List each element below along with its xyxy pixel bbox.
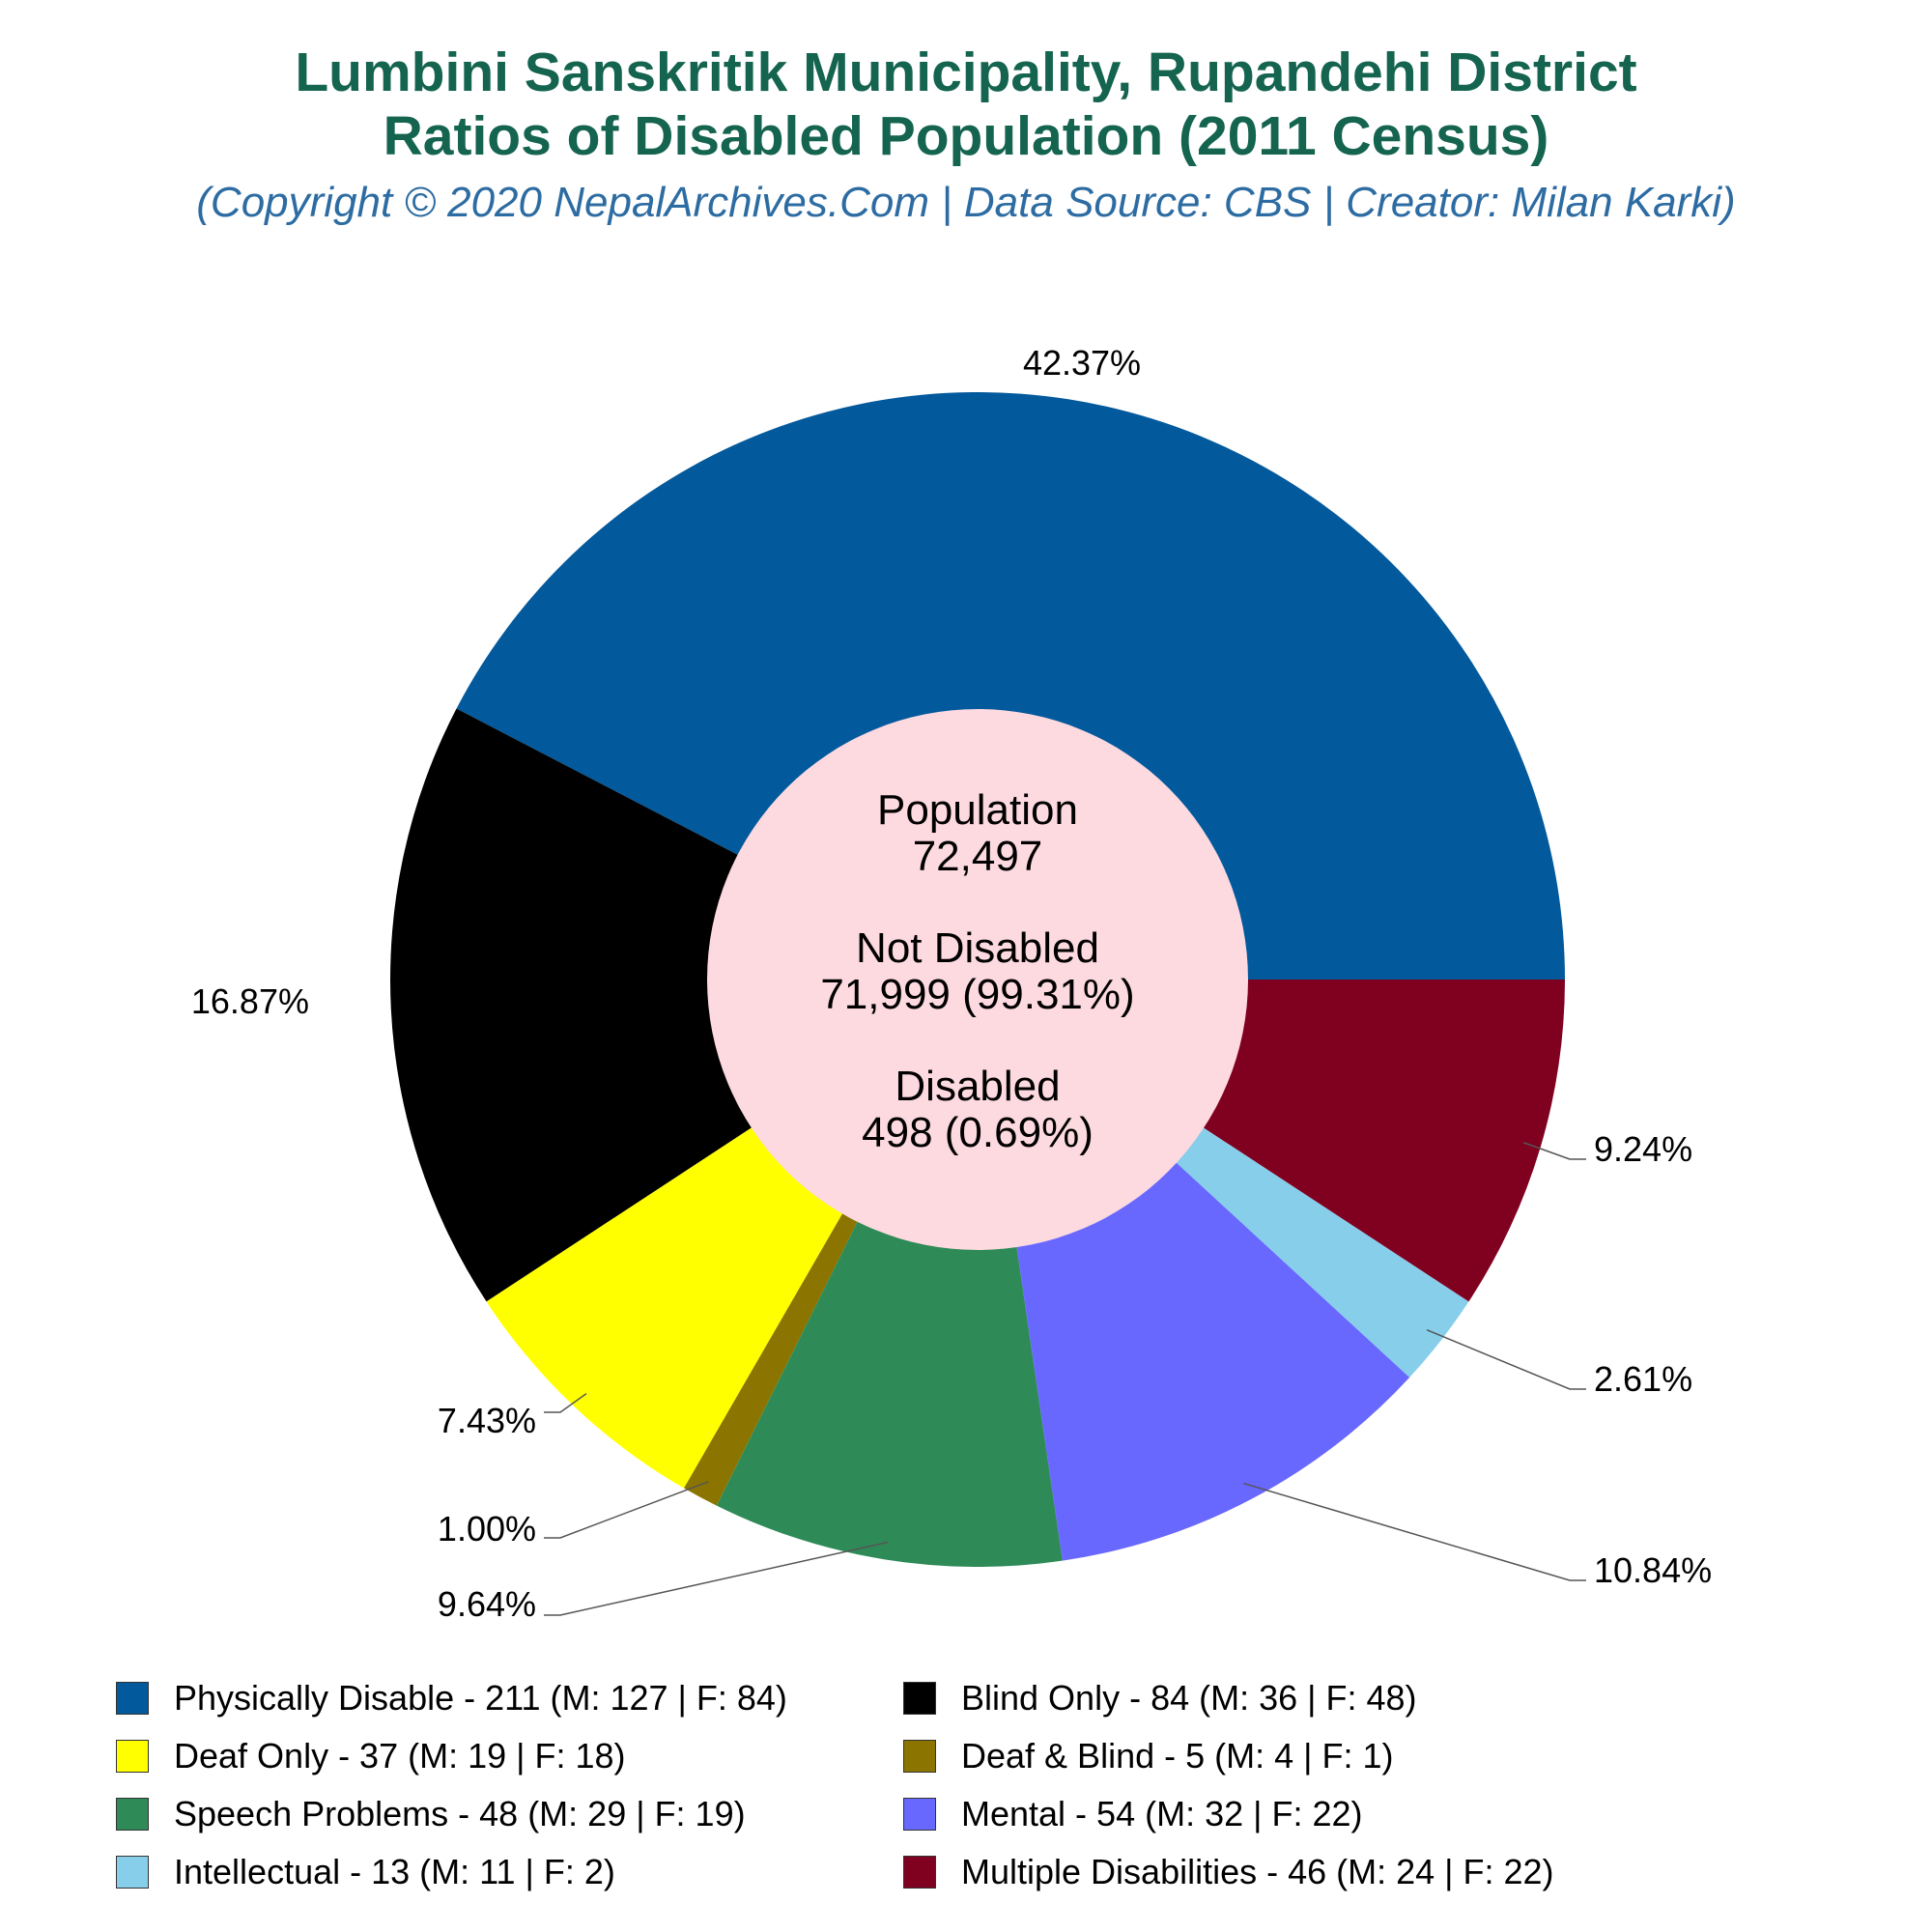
percent-label: 1.00%: [438, 1509, 536, 1548]
chart-title-block: Lumbini Sanskritik Municipality, Rupande…: [0, 41, 1932, 232]
percent-label: 16.87%: [191, 981, 309, 1021]
legend-item: Speech Problems - 48 (M: 29 | F: 19): [116, 1785, 746, 1843]
leader-line: [1426, 1329, 1586, 1390]
percent-label: 2.61%: [1594, 1359, 1692, 1399]
legend-item: Deaf & Blind - 5 (M: 4 | F: 1): [903, 1727, 1394, 1785]
legend-swatch: [903, 1740, 936, 1773]
legend-label: Physically Disable - 211 (M: 127 | F: 84…: [174, 1678, 787, 1718]
pie-slice-physically-disable: [456, 391, 1565, 980]
legend-item: Mental - 54 (M: 32 | F: 22): [903, 1785, 1363, 1843]
chart-title-line-1: Lumbini Sanskritik Municipality, Rupande…: [295, 42, 1637, 103]
legend-swatch: [903, 1856, 936, 1889]
center-text: Population 72,497 Not Disabled 71,999 (9…: [820, 786, 1134, 1156]
percent-labels: 42.37% 16.87% 7.43% 1.00% 9.64% 10.84% 2.61% 9.…: [191, 343, 1712, 1624]
percent-label: 10.84%: [1594, 1550, 1712, 1590]
legend-label: Blind Only - 84 (M: 36 | F: 48): [961, 1678, 1417, 1718]
chart-title-line-2: Ratios of Disabled Population (2011 Cens…: [383, 105, 1549, 167]
legend-swatch: [116, 1682, 149, 1715]
leader-line: [1243, 1482, 1586, 1581]
legend-label: Deaf & Blind - 5 (M: 4 | F: 1): [961, 1736, 1394, 1776]
legend-swatch: [903, 1798, 936, 1831]
legend-label: Intellectual - 13 (M: 11 | F: 2): [174, 1852, 615, 1891]
leader-line: [1522, 1142, 1586, 1160]
legend-label: Speech Problems - 48 (M: 29 | F: 19): [174, 1794, 746, 1833]
center-population-label: Population: [877, 786, 1078, 834]
legend-item: Multiple Disabilities - 46 (M: 24 | F: 2…: [903, 1843, 1554, 1901]
center-disabled-label: Disabled: [895, 1063, 1060, 1110]
legend-swatch: [116, 1740, 149, 1773]
leader-line: [544, 1481, 709, 1539]
percent-label: 9.24%: [1594, 1129, 1692, 1169]
percent-label: 7.43%: [438, 1401, 536, 1440]
percent-label: 9.64%: [438, 1584, 536, 1624]
label-leader-lines: [544, 1142, 1586, 1616]
legend-item: Physically Disable - 211 (M: 127 | F: 84…: [116, 1669, 787, 1727]
legend-swatch: [116, 1798, 149, 1831]
legend-item: Intellectual - 13 (M: 11 | F: 2): [116, 1843, 615, 1901]
legend-label: Mental - 54 (M: 32 | F: 22): [961, 1794, 1363, 1833]
center-disabled-value: 498 (0.69%): [862, 1109, 1094, 1156]
pie-slices: [390, 391, 1565, 1567]
center-population-value: 72,497: [913, 833, 1043, 880]
legend-label: Multiple Disabilities - 46 (M: 24 | F: 2…: [961, 1852, 1554, 1891]
legend-label: Deaf Only - 37 (M: 19 | F: 18): [174, 1736, 626, 1776]
legend-item: Deaf Only - 37 (M: 19 | F: 18): [116, 1727, 626, 1785]
chart-subtitle: (Copyright © 2020 NepalArchives.Com | Da…: [196, 179, 1736, 226]
leader-line: [544, 1541, 889, 1616]
legend-item: Blind Only - 84 (M: 36 | F: 48): [903, 1669, 1417, 1727]
leader-line: [544, 1393, 587, 1413]
center-not-disabled-value: 71,999 (99.31%): [820, 971, 1134, 1018]
legend-swatch: [116, 1856, 149, 1889]
pie-slice-blind-only: [390, 708, 978, 1302]
percent-label: 42.37%: [1023, 343, 1141, 383]
center-not-disabled-label: Not Disabled: [856, 924, 1099, 972]
center-circle: [707, 709, 1248, 1250]
legend-swatch: [903, 1682, 936, 1715]
